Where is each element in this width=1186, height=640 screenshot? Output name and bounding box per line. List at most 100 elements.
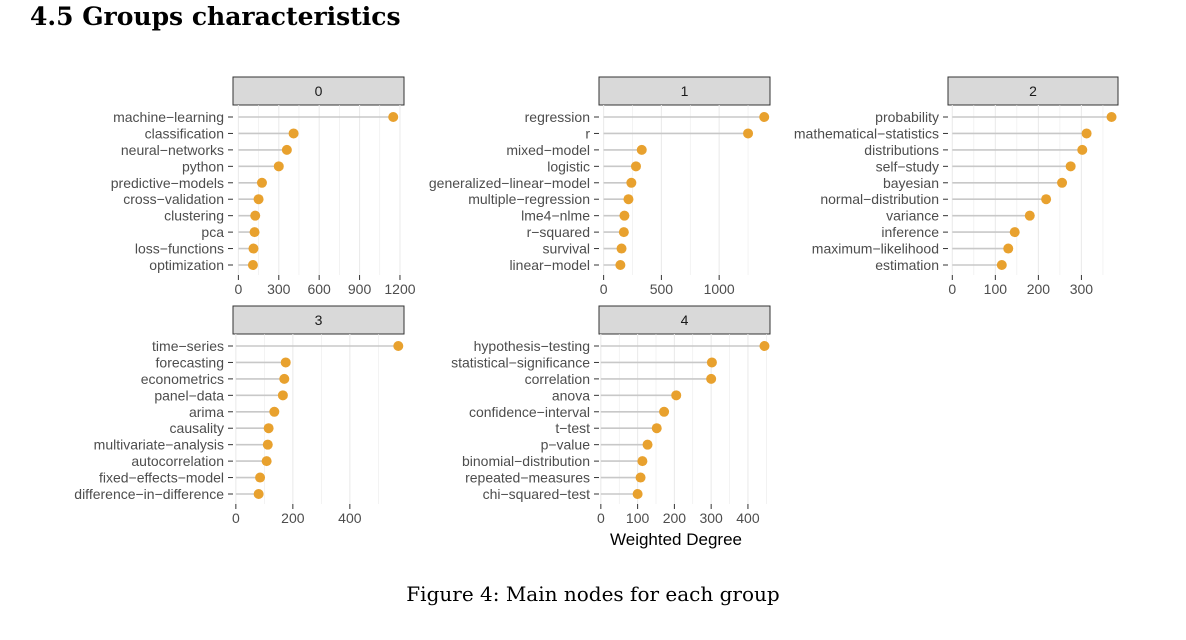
lollipop-point: [1106, 112, 1117, 122]
lollipop-point: [671, 390, 682, 401]
category-label: estimation: [875, 257, 939, 273]
category-label: python: [182, 158, 224, 174]
category-label: linear−model: [509, 257, 590, 273]
lollipop-point: [1041, 194, 1052, 205]
x-tick-label: 600: [307, 281, 331, 297]
x-tick-label: 200: [1027, 281, 1051, 297]
lollipop-point: [250, 210, 261, 221]
category-label: statistical−significance: [451, 354, 590, 370]
category-label: maximum−likelihood: [812, 241, 939, 257]
category-label: survival: [543, 241, 590, 257]
lollipop-point: [1003, 243, 1014, 254]
lollipop-point: [651, 423, 662, 434]
strip-header-1: [598, 76, 771, 106]
category-label: hypothesis−testing: [474, 338, 590, 354]
lollipop-point: [759, 112, 770, 122]
category-label: classification: [145, 125, 224, 141]
category-label: confidence−interval: [469, 404, 590, 420]
category-label: causality: [170, 420, 224, 436]
strip-header-4: [598, 305, 771, 335]
x-tick-label: 300: [1070, 281, 1094, 297]
lollipop-point: [253, 194, 264, 205]
category-label: bayesian: [883, 175, 939, 191]
x-tick-label: 200: [281, 510, 305, 526]
lollipop-point: [281, 144, 292, 155]
panel-4: 4 hypothesis−testingstatistical−significa…: [451, 305, 771, 526]
lollipop-point: [249, 227, 260, 238]
category-label: r−squared: [527, 224, 590, 240]
x-tick-label: 1000: [704, 281, 735, 297]
category-label: neural−networks: [121, 142, 224, 158]
strip-label: 3: [315, 312, 323, 328]
x-tick-label: 100: [626, 510, 650, 526]
category-label: optimization: [149, 257, 224, 273]
lollipop-point: [619, 210, 630, 221]
lollipop-point: [253, 489, 264, 499]
lollipop-point: [279, 373, 290, 384]
lollipop-point: [255, 472, 266, 483]
category-label: autocorrelation: [131, 453, 224, 469]
lollipop-chart-grid: 0 machine−learningclassificationneural−ne…: [74, 76, 1119, 549]
x-tick-label: 500: [650, 281, 674, 297]
x-tick-label: 200: [663, 510, 687, 526]
strip-label: 4: [681, 312, 689, 328]
category-label: regression: [525, 109, 590, 125]
x-tick-label: 400: [338, 510, 362, 526]
lollipop-point: [706, 357, 717, 368]
category-label: probability: [875, 109, 939, 125]
category-label: distributions: [864, 142, 939, 158]
category-label: loss−functions: [135, 241, 224, 257]
lollipop-point: [1009, 227, 1020, 238]
lollipop-point: [636, 144, 647, 155]
lollipop-point: [616, 243, 627, 254]
category-label: difference−in−difference: [74, 486, 224, 502]
category-label: mathematical−statistics: [794, 125, 939, 141]
category-label: arima: [189, 404, 224, 420]
strip-header-0: [232, 76, 405, 106]
category-label: anova: [552, 387, 590, 403]
x-tick-label: 400: [736, 510, 760, 526]
lollipop-point: [743, 128, 754, 139]
lollipop-point: [1077, 144, 1088, 155]
category-label: self−study: [876, 158, 939, 174]
strip-header-2: [947, 76, 1119, 106]
lollipop-point: [273, 161, 284, 172]
lollipop-point: [759, 341, 770, 351]
lollipop-point: [263, 423, 274, 434]
category-label: forecasting: [156, 354, 224, 370]
lollipop-point: [1024, 210, 1035, 221]
panel-3: 3 time−seriesforecastingeconometricspanel…: [74, 305, 405, 526]
strip-label: 1: [681, 83, 689, 99]
lollipop-point: [623, 194, 634, 205]
x-tick-label: 1200: [384, 281, 415, 297]
lollipop-point: [615, 260, 626, 270]
lollipop-point: [247, 260, 258, 270]
category-label: panel−data: [154, 387, 224, 403]
category-label: clustering: [164, 208, 224, 224]
lollipop-point: [632, 489, 643, 499]
lollipop-point: [635, 472, 646, 483]
figure-caption: Figure 4: Main nodes for each group: [406, 582, 780, 606]
x-tick-label: 300: [699, 510, 723, 526]
x-axis-title: Weighted Degree: [610, 530, 742, 549]
category-label: mixed−model: [506, 142, 590, 158]
category-label: t−test: [555, 420, 590, 436]
x-tick-label: 0: [234, 281, 242, 297]
panel-2: 2 probabilitymathematical−statisticsdistr…: [794, 76, 1119, 297]
x-tick-label: 0: [597, 510, 605, 526]
x-tick-label: 900: [348, 281, 372, 297]
x-tick-label: 0: [600, 281, 608, 297]
category-label: p−value: [541, 437, 591, 453]
lollipop-point: [261, 456, 272, 467]
lollipop-point: [659, 406, 670, 417]
strip-header-3: [232, 305, 405, 335]
category-label: time−series: [152, 338, 224, 354]
lollipop-point: [256, 177, 267, 188]
category-label: predictive−models: [111, 175, 224, 191]
category-label: lme4−nlme: [521, 208, 590, 224]
strip-label: 2: [1029, 83, 1037, 99]
lollipop-point: [248, 243, 259, 254]
category-label: econometrics: [141, 371, 224, 387]
lollipop-point: [706, 373, 717, 384]
lollipop-point: [1065, 161, 1076, 172]
